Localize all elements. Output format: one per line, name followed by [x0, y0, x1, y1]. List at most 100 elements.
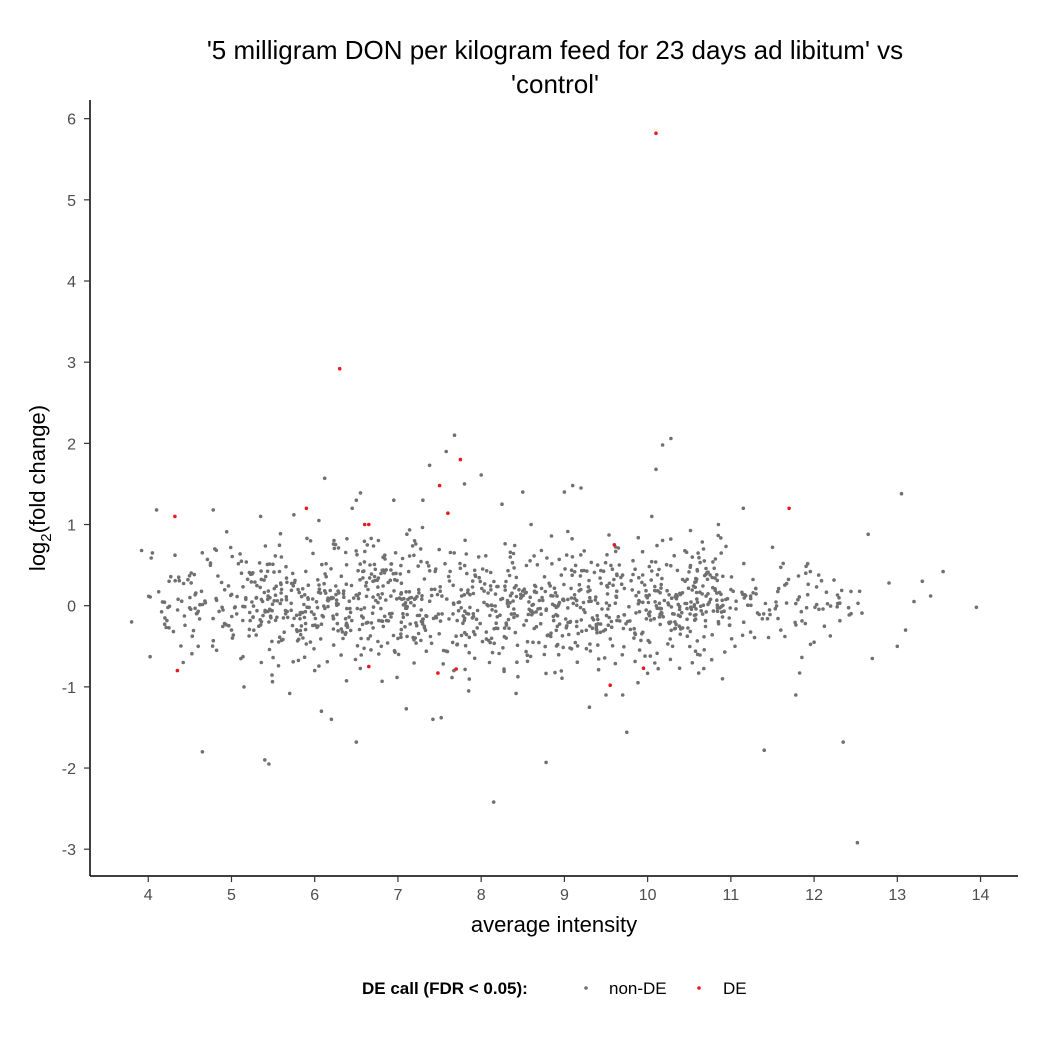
non-de-point [837, 601, 842, 606]
non-de-point [369, 648, 373, 652]
non-de-point [160, 600, 165, 604]
non-de-point [233, 605, 237, 609]
non-de-point [899, 491, 904, 496]
non-de-point [536, 607, 540, 611]
non-de-point [565, 624, 569, 628]
non-de-point [643, 654, 647, 658]
non-de-point [289, 601, 294, 606]
non-de-point [699, 609, 703, 613]
non-de-point [356, 596, 361, 601]
non-de-point [459, 588, 464, 592]
non-de-point [245, 577, 250, 582]
non-de-point [420, 594, 424, 598]
non-de-point [196, 609, 200, 614]
non-de-point [410, 544, 415, 548]
y-tick-label: 5 [67, 193, 76, 210]
non-de-point [525, 659, 530, 664]
non-de-point [343, 616, 348, 621]
non-de-point [569, 647, 574, 651]
non-de-point [193, 606, 197, 611]
non-de-point [554, 612, 558, 617]
non-de-point [637, 648, 642, 652]
non-de-point [576, 631, 580, 636]
non-de-point [355, 593, 360, 598]
non-de-point [183, 623, 187, 628]
non-de-point [828, 634, 833, 638]
non-de-point [695, 600, 700, 605]
non-de-point [692, 613, 697, 618]
non-de-point [715, 591, 719, 595]
non-de-point [265, 569, 270, 574]
non-de-point [181, 581, 186, 586]
non-de-point [613, 661, 618, 666]
non-de-point [647, 613, 652, 618]
non-de-point [473, 574, 478, 578]
non-de-point [588, 595, 592, 600]
non-de-point [451, 583, 456, 588]
non-de-point [412, 603, 416, 608]
non-de-point [251, 604, 256, 608]
non-de-point [564, 553, 569, 557]
non-de-point [715, 598, 719, 602]
non-de-point [584, 646, 589, 651]
non-de-point [609, 625, 614, 629]
non-de-point [417, 591, 421, 595]
non-de-point [404, 707, 409, 711]
non-de-point [528, 595, 532, 600]
non-de-point [355, 606, 360, 611]
non-de-point [622, 586, 627, 591]
non-de-point [530, 609, 534, 613]
non-de-point [263, 544, 268, 548]
x-tick-label: 5 [227, 887, 236, 904]
non-de-point [559, 573, 564, 577]
non-de-point [741, 620, 746, 624]
non-de-point [618, 619, 622, 623]
non-de-point [855, 840, 860, 845]
non-de-point [650, 514, 654, 519]
non-de-point [399, 627, 404, 632]
non-de-point [320, 562, 324, 567]
non-de-point [376, 600, 380, 605]
non-de-point [192, 572, 197, 577]
de-point [787, 506, 791, 511]
non-de-point [251, 571, 255, 575]
x-tick-label: 4 [144, 887, 153, 904]
non-de-point [715, 609, 720, 613]
non-de-point [438, 619, 443, 623]
non-de-point [647, 564, 652, 569]
non-de-point [381, 584, 385, 588]
non-de-point [508, 593, 513, 598]
non-de-point [531, 640, 535, 645]
non-de-point [640, 549, 645, 554]
non-de-point [554, 628, 559, 633]
non-de-point [315, 605, 320, 610]
de-point [175, 668, 180, 673]
non-de-point [219, 580, 224, 585]
non-de-point [563, 617, 568, 621]
non-de-point [299, 594, 304, 599]
non-de-point [783, 583, 787, 587]
non-de-point [655, 606, 659, 611]
non-de-point [379, 619, 384, 623]
non-de-point [187, 574, 192, 578]
non-de-point [841, 740, 845, 744]
non-de-point [499, 597, 503, 602]
non-de-point [379, 644, 384, 649]
non-de-point [343, 550, 348, 555]
non-de-point [634, 611, 638, 615]
non-de-point [887, 581, 891, 585]
de-point [458, 457, 463, 462]
non-de-point [308, 539, 313, 543]
non-de-point [797, 671, 802, 675]
non-de-point [579, 618, 584, 622]
non-de-point [518, 596, 523, 600]
non-de-point [512, 543, 517, 548]
non-de-point [263, 610, 267, 614]
non-de-point [636, 680, 640, 685]
non-de-point [521, 589, 525, 593]
non-de-point [640, 632, 644, 636]
non-de-point [419, 619, 424, 624]
non-de-point [463, 609, 467, 613]
non-de-point [636, 602, 641, 606]
non-de-point [241, 618, 245, 623]
